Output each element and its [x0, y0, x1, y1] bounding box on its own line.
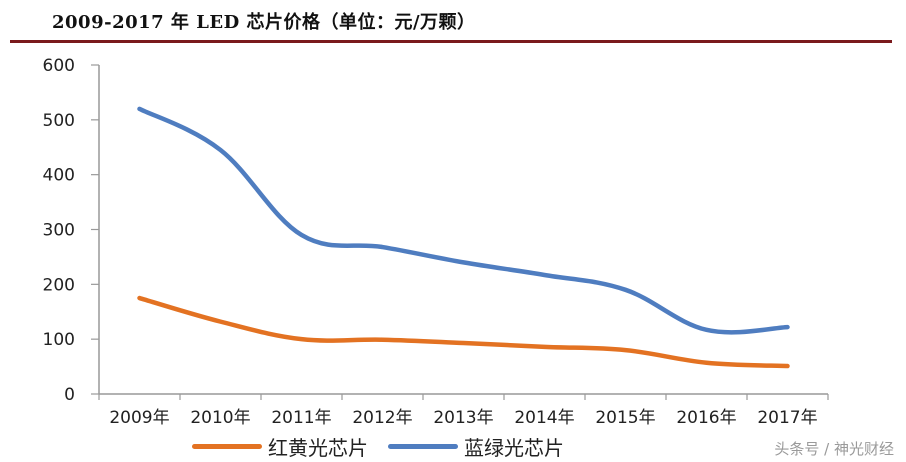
- x-tick-label: 2009年: [109, 408, 169, 428]
- x-tick-label: 2010年: [190, 408, 250, 428]
- y-axis-ticks: 0 100 200 300 400 500 600: [43, 56, 99, 405]
- x-tick-label: 2017年: [757, 408, 817, 428]
- y-tick-label: 400: [43, 166, 75, 186]
- y-tick-label: 500: [43, 111, 75, 131]
- x-tick-label: 2014年: [514, 408, 574, 428]
- series-line: [137, 295, 790, 369]
- y-tick-label: 0: [64, 385, 75, 405]
- chart-legend: 红黄光芯片 蓝绿光芯片: [192, 432, 584, 461]
- x-tick-label: 2015年: [595, 408, 655, 428]
- x-tick-label: 2016年: [676, 408, 736, 428]
- x-tick-label: 2012年: [352, 408, 412, 428]
- legend-label: 蓝绿光芯片: [464, 436, 564, 460]
- y-tick-label: 200: [43, 275, 75, 295]
- legend-swatch-icon: [388, 444, 458, 449]
- legend-item-blue-green: 蓝绿光芯片: [388, 432, 564, 461]
- watermark: 头条号 / 神光财经: [774, 440, 894, 458]
- x-tick-label: 2013年: [433, 408, 493, 428]
- legend-item-red-yellow: 红黄光芯片: [192, 432, 368, 461]
- legend-label: 红黄光芯片: [268, 436, 368, 460]
- y-tick-label: 300: [43, 221, 75, 241]
- x-tick-label: 2011年: [271, 408, 331, 428]
- chart-series: [137, 106, 790, 369]
- x-axis-ticks: 2009年 2010年 2011年 2012年 2013年 2014年 2015年 2016年…: [98, 394, 829, 428]
- y-tick-label: 100: [43, 330, 75, 350]
- y-tick-label: 600: [43, 56, 75, 76]
- title-divider: [10, 40, 892, 43]
- chart-title: 2009-2017 年 LED 芯片价格（单位：元/万颗）: [52, 12, 476, 33]
- legend-swatch-icon: [192, 444, 262, 449]
- series-line: [137, 106, 790, 335]
